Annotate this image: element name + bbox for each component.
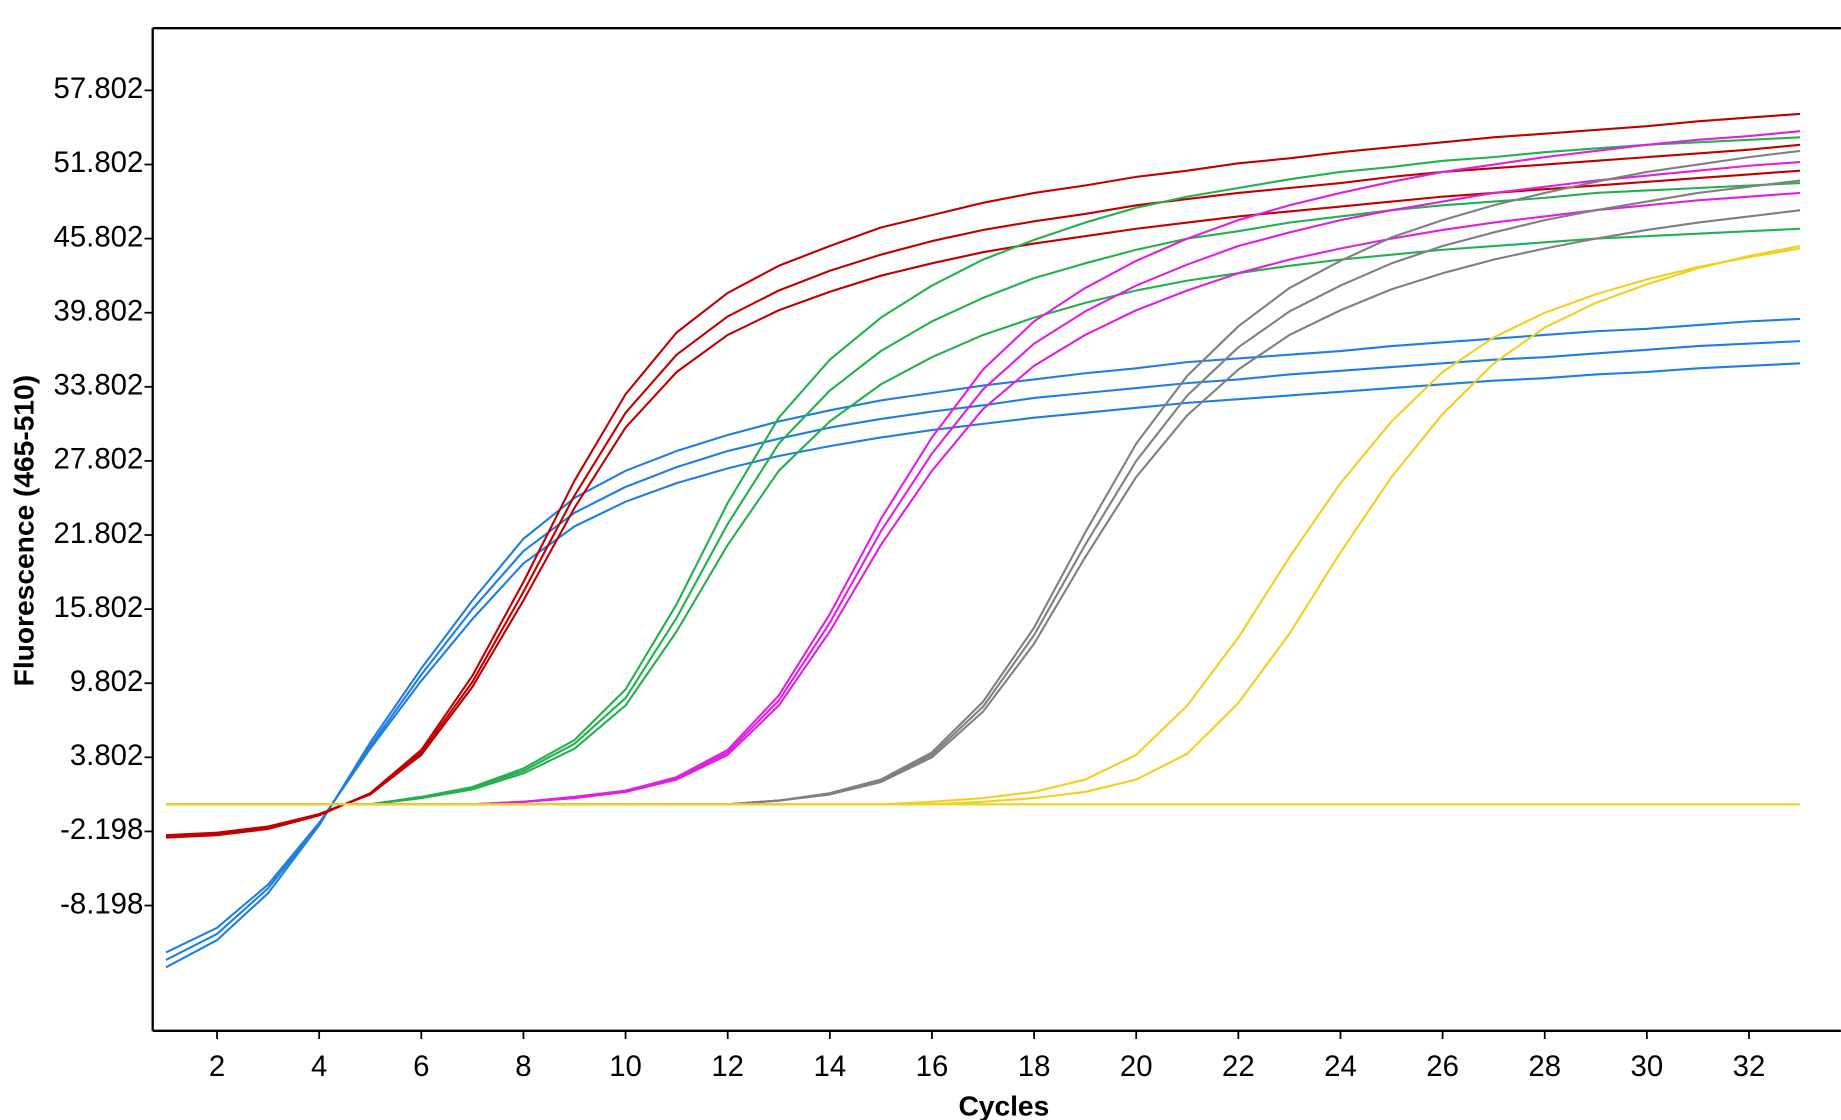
series-line <box>165 340 1801 961</box>
y-axis-title: Fluorescence (465-510) <box>7 375 39 686</box>
y-tick-label: 27.802 <box>54 443 144 476</box>
y-tick-label: 51.802 <box>54 146 144 179</box>
x-tick-label: 30 <box>1631 1050 1664 1083</box>
y-tick-label: -8.198 <box>60 887 143 920</box>
x-tick-label: 20 <box>1120 1050 1153 1083</box>
series-line <box>165 112 1801 839</box>
x-axis-title: Cycles <box>958 1090 1049 1120</box>
x-tick-label: 12 <box>711 1050 744 1083</box>
y-tick-label: 39.802 <box>54 294 144 327</box>
x-tick-label: 10 <box>609 1050 642 1083</box>
series-line <box>165 362 1801 954</box>
ticks: -8.198 -2.198 3.802 9.802 15.802 21.802 27.802… <box>54 72 1766 1083</box>
series-line <box>165 143 1801 838</box>
y-tick-label: 21.802 <box>54 517 144 550</box>
plot-frame <box>151 27 1841 1032</box>
x-tick-label: 28 <box>1528 1050 1561 1083</box>
x-tick-label: 4 <box>311 1050 327 1083</box>
x-tick-label: 26 <box>1426 1050 1459 1083</box>
y-tick-label: -2.198 <box>60 813 143 846</box>
series-line <box>165 317 1801 969</box>
x-tick-label: 32 <box>1733 1050 1766 1083</box>
series-line <box>165 136 1801 806</box>
series-line <box>165 169 1801 837</box>
x-tick-label: 8 <box>515 1050 531 1083</box>
y-tick-label: 15.802 <box>54 591 144 624</box>
x-tick-label: 16 <box>916 1050 949 1083</box>
x-tick-label: 6 <box>413 1050 429 1083</box>
y-tick-label: 45.802 <box>54 220 144 253</box>
x-tick-label: 22 <box>1222 1050 1255 1083</box>
series-line <box>165 244 1801 806</box>
y-tick-label: 33.802 <box>54 369 144 402</box>
x-tick-label: 24 <box>1324 1050 1357 1083</box>
y-tick-label: 9.802 <box>70 665 143 698</box>
x-tick-label: 14 <box>814 1050 847 1083</box>
x-tick-label: 18 <box>1018 1050 1051 1083</box>
series-line <box>165 181 1801 806</box>
plot-lines <box>165 112 1801 969</box>
x-tick-label: 2 <box>209 1050 225 1083</box>
y-tick-label: 3.802 <box>70 739 143 772</box>
y-tick-label: 57.802 <box>54 72 144 105</box>
